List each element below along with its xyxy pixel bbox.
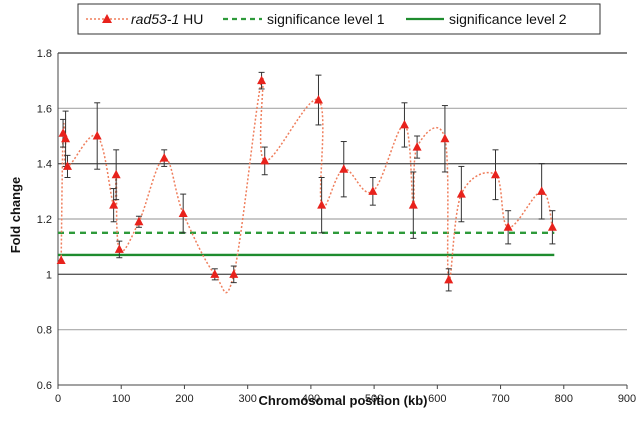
x-tick-label: 700 — [491, 393, 509, 405]
data-point — [440, 133, 450, 143]
y-tick-labels: 0.6 0.8 1 1.2 1.4 1.6 1.8 — [37, 48, 52, 392]
x-tick-label: 300 — [238, 393, 256, 405]
data-point — [260, 155, 270, 165]
data-point — [92, 131, 102, 140]
reference-lines — [58, 231, 555, 257]
data-point — [257, 75, 267, 85]
x-tick-label: 0 — [55, 393, 61, 405]
data-point — [547, 222, 557, 231]
data-point — [313, 95, 323, 104]
y-tick-label: 1.6 — [37, 103, 52, 115]
legend-entry-rad53: rad53-1 HU — [86, 11, 203, 27]
data-point — [114, 244, 124, 253]
y-tick-label: 0.8 — [37, 325, 52, 337]
data-point — [229, 269, 239, 278]
y-axis-title: Fold change — [8, 177, 23, 254]
data-point — [317, 200, 327, 209]
data-point — [178, 208, 188, 217]
data-point — [444, 274, 454, 284]
data-point — [399, 119, 409, 129]
legend-entry-significance-1: significance level 1 — [223, 11, 385, 27]
x-tick-label: 800 — [555, 393, 573, 405]
y-tick-label: 1.2 — [37, 214, 52, 226]
data-point — [408, 200, 418, 209]
data-point — [62, 161, 72, 170]
legend-entry-significance-2: significance level 2 — [406, 11, 567, 27]
legend-label-rad53-suffix: HU — [179, 11, 203, 27]
data-point — [456, 189, 466, 198]
data-point — [134, 216, 144, 226]
y-tick-label: 0.6 — [37, 380, 52, 392]
x-tick-label: 200 — [175, 393, 193, 405]
x-tick-label: 600 — [428, 393, 446, 405]
x-tick-label: 400 — [302, 393, 320, 405]
y-tick-label: 1.4 — [37, 159, 52, 171]
series-line — [60, 77, 554, 294]
data-point — [412, 142, 422, 151]
axes — [57, 53, 628, 389]
legend: rad53-1 HU significance level 1 signific… — [77, 3, 601, 35]
x-tick-label: 500 — [365, 393, 383, 405]
data-point — [210, 269, 220, 278]
data-point — [56, 255, 66, 264]
x-tick-label: 900 — [618, 393, 636, 405]
data-point — [159, 153, 169, 162]
legend-label-significance-1: significance level 1 — [267, 11, 385, 27]
y-tick-label: 1 — [46, 269, 52, 281]
legend-label-rad53-italic: rad53-1 — [131, 11, 179, 27]
data-series — [56, 71, 557, 294]
data-point — [503, 222, 513, 231]
y-tick-label: 1.8 — [37, 48, 52, 60]
x-tick-labels: 0 100 200 300 400 500 600 700 800 900 — [55, 393, 636, 405]
gridlines — [58, 52, 627, 331]
data-point — [111, 169, 121, 179]
legend-box — [77, 3, 601, 35]
data-point — [339, 164, 349, 173]
legend-label-significance-2: significance level 2 — [449, 11, 567, 27]
data-point — [109, 200, 119, 209]
x-tick-label: 100 — [112, 393, 130, 405]
data-point — [537, 186, 547, 195]
data-point — [368, 186, 378, 195]
data-point — [61, 133, 71, 143]
legend-marker-rad53 — [102, 14, 112, 23]
data-point — [490, 169, 500, 179]
x-axis-title: Chromosomal position (kb) — [259, 393, 428, 408]
svg-text:rad53-1 HU: rad53-1 HU — [131, 11, 203, 27]
